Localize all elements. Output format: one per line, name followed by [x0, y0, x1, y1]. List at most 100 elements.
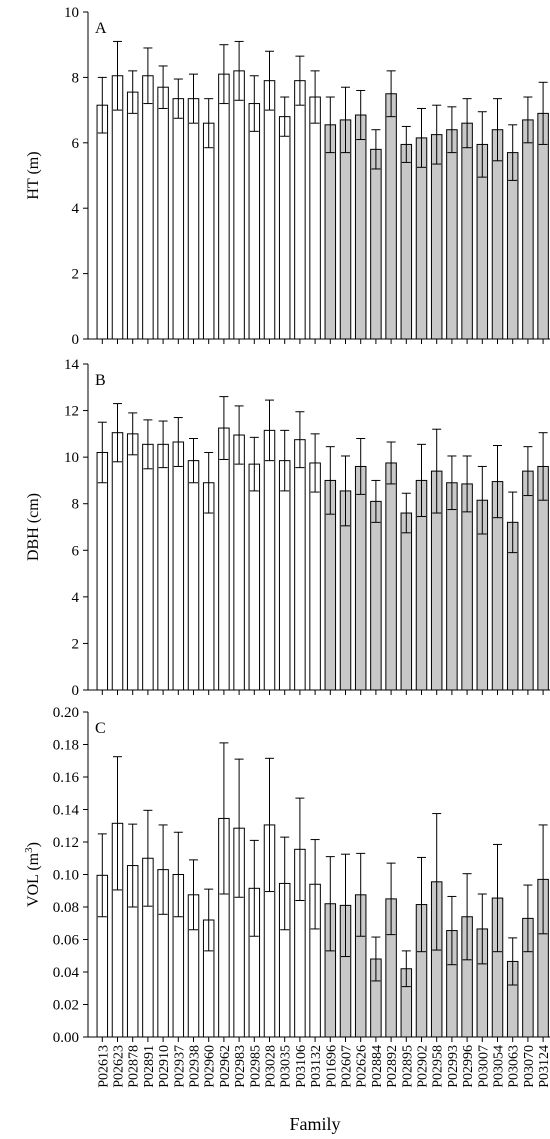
- y-tick-label: 6: [72, 136, 80, 152]
- bar-p03106: [294, 439, 306, 691]
- y-tick-label: 0.04: [53, 965, 80, 981]
- category-label-p03028: P03028: [264, 1045, 279, 1088]
- y-tick-label: 0.16: [53, 770, 80, 786]
- panel-letter: C: [95, 720, 106, 737]
- y-tick-label: 14: [64, 357, 80, 373]
- y-tick-label: 0.06: [53, 933, 80, 949]
- category-label-p03106: P03106: [294, 1045, 309, 1088]
- bar-p02938: [187, 460, 200, 691]
- bar-p03124: [537, 112, 549, 340]
- category-label-p02891: P02891: [142, 1045, 157, 1088]
- bar-p02937: [172, 441, 185, 691]
- bar-p03070: [522, 470, 534, 691]
- category-label-p02958: P02958: [431, 1045, 446, 1088]
- y-tick-label: 8: [72, 70, 80, 86]
- bar-p03035: [278, 460, 291, 691]
- category-label-p03063: P03063: [507, 1045, 522, 1088]
- y-tick-label: 2: [72, 636, 80, 652]
- category-label-p02878: P02878: [127, 1045, 142, 1088]
- bar-p02983: [233, 434, 245, 691]
- category-label-p02607: P02607: [340, 1045, 355, 1088]
- bar-p02996: [461, 483, 473, 691]
- bar-p02902: [415, 137, 428, 340]
- category-label-p02962: P02962: [218, 1045, 233, 1088]
- bar-p02937: [172, 98, 185, 340]
- category-label-p02884: P02884: [370, 1045, 385, 1088]
- bar-p02895: [400, 143, 413, 340]
- bar-p02895: [400, 512, 413, 691]
- bar-p02891: [142, 75, 154, 340]
- y-axis-title: VOL (m3): [23, 842, 42, 907]
- bar-p03106: [294, 80, 306, 340]
- category-label-p02910: P02910: [157, 1045, 172, 1088]
- category-label-p01696: P01696: [324, 1045, 339, 1088]
- y-tick-label: 0.10: [53, 868, 79, 884]
- bar-p02985: [248, 463, 261, 691]
- bar-p02958: [430, 134, 443, 340]
- bar-p02891: [142, 443, 154, 691]
- bar-p02878: [126, 91, 139, 340]
- panel-letter: B: [95, 372, 106, 389]
- category-label-p03007: P03007: [476, 1045, 491, 1088]
- bar-p02962: [218, 427, 230, 691]
- panel-b: 0 2 4 6 8 10 12 14 B DBH (cm): [25, 357, 550, 699]
- y-tick-label: 0.20: [53, 705, 79, 721]
- bar-p01696: [324, 124, 337, 340]
- bar-p02626: [354, 465, 367, 691]
- bar-p03028: [263, 429, 276, 691]
- category-label-p02993: P02993: [446, 1045, 461, 1088]
- y-tick-label: 10: [64, 5, 79, 21]
- category-label-p02996: P02996: [461, 1045, 476, 1088]
- bar-p02962: [218, 73, 230, 340]
- bar-p02884: [370, 500, 382, 691]
- panel-letter: A: [95, 20, 107, 37]
- category-label-p02892: P02892: [385, 1045, 400, 1088]
- y-tick-label: 12: [64, 404, 79, 420]
- y-tick-label: 0.00: [53, 1030, 79, 1046]
- category-label-p03035: P03035: [279, 1045, 294, 1088]
- category-label-p02983: P02983: [233, 1045, 248, 1088]
- category-label-p02938: P02938: [188, 1045, 203, 1088]
- bar-p03132: [309, 96, 321, 340]
- bar-p02623: [111, 75, 124, 340]
- bar-p02910: [157, 86, 169, 340]
- y-tick-label: 0: [72, 332, 80, 348]
- y-tick-label: 0.12: [53, 835, 79, 851]
- y-tick-label: 4: [72, 590, 80, 606]
- bar-p02983: [233, 70, 245, 340]
- category-label-p02960: P02960: [203, 1045, 218, 1088]
- category-label-p02613: P02613: [96, 1045, 111, 1088]
- y-tick-label: 0.08: [53, 900, 79, 916]
- x-axis-title: Family: [289, 1114, 340, 1134]
- bar-p02613: [96, 451, 109, 691]
- category-label-p02623: P02623: [112, 1045, 127, 1088]
- bar-p02892: [385, 93, 397, 340]
- bar-p03132: [309, 462, 321, 691]
- bar-p02884: [370, 148, 382, 340]
- y-tick-label: 0.02: [53, 998, 79, 1014]
- bar-p02613: [96, 104, 109, 340]
- y-axis-title: DBH (cm): [25, 493, 42, 561]
- y-tick-label: 6: [72, 543, 80, 559]
- y-tick-label: 0: [72, 683, 80, 699]
- category-label-p02895: P02895: [400, 1045, 415, 1088]
- y-tick-label: 0.18: [53, 738, 79, 754]
- bar-p03035: [278, 116, 291, 340]
- bar-p02892: [385, 462, 397, 691]
- category-label-p03070: P03070: [522, 1045, 537, 1088]
- panel-c: 0.00 0.02 0.04 0.06 0.08 0.10 0.12 0.14 0.16 0.18…: [23, 705, 550, 1046]
- panel-a: 0 2 4 6 8 10 A HT (m): [25, 5, 550, 348]
- bar-p02960: [202, 122, 215, 340]
- bar-p03028: [263, 80, 276, 340]
- y-tick-label: 4: [72, 201, 80, 217]
- category-label-p03124: P03124: [537, 1045, 550, 1088]
- category-label-p03132: P03132: [309, 1045, 324, 1088]
- bar-p03070: [522, 119, 534, 340]
- y-tick-label: 10: [64, 450, 79, 466]
- category-label-p02902: P02902: [416, 1045, 431, 1088]
- category-label-p02985: P02985: [248, 1045, 263, 1088]
- bar-p02910: [157, 443, 169, 691]
- bar-p02993: [446, 129, 458, 340]
- bar-p02878: [126, 433, 139, 691]
